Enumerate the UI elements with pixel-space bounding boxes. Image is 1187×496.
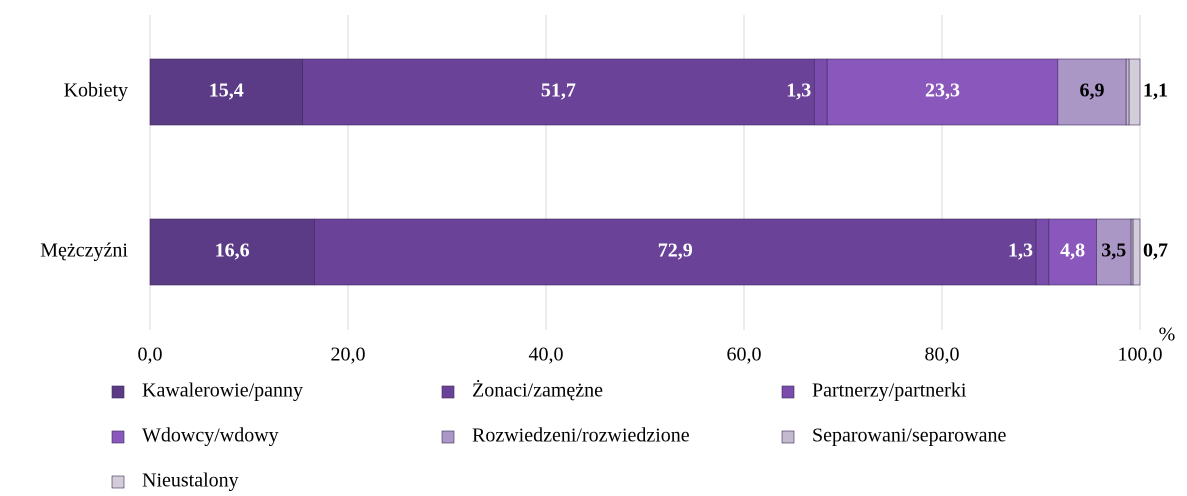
legend-swatch (441, 430, 455, 444)
bar-segment (149, 218, 315, 286)
x-tick-label: 100,0 (1118, 344, 1163, 366)
bar-segment (1128, 58, 1141, 126)
bar-segment (1132, 218, 1141, 286)
legend-swatch (781, 430, 795, 444)
legend-label: Separowani/separowane (812, 425, 1006, 447)
data-label: 72,9 (658, 240, 693, 262)
data-label: 15,4 (209, 80, 244, 102)
bar-segment (1057, 58, 1127, 126)
data-label: 16,6 (215, 240, 250, 262)
data-label: 0,7 (1143, 240, 1168, 262)
bar-segment (813, 58, 828, 126)
legend-label: Kawalerowie/panny (142, 380, 303, 402)
legend-swatch (441, 385, 455, 399)
x-unit: % (1159, 324, 1176, 346)
y-tick-label: Kobiety (64, 80, 128, 102)
legend-label: Nieustalony (142, 470, 239, 492)
y-tick-label: Mężczyźni (40, 240, 128, 262)
x-tick-label: 80,0 (925, 344, 960, 366)
x-tick-label: 60,0 (727, 344, 762, 366)
legend-swatch (111, 475, 125, 489)
x-tick-label: 40,0 (529, 344, 564, 366)
legend-label: Wdowcy/wdowy (142, 425, 279, 447)
bar-segment (314, 218, 1037, 286)
legend-label: Partnerzy/partnerki (812, 380, 967, 402)
bar-segment (1125, 58, 1130, 126)
bar-segment (1048, 218, 1097, 286)
data-label: 51,7 (541, 80, 576, 102)
legend-swatch (781, 385, 795, 399)
bar-segment (1035, 218, 1050, 286)
data-label: 6,9 (1079, 80, 1104, 102)
data-label: 1,3 (1008, 240, 1033, 262)
data-label: 1,3 (786, 80, 811, 102)
data-label: 1,1 (1143, 80, 1168, 102)
legend-swatch (111, 385, 125, 399)
x-tick-label: 20,0 (331, 344, 366, 366)
data-label: 3,5 (1101, 240, 1126, 262)
x-tick-label: 0,0 (138, 344, 163, 366)
data-label: 23,3 (925, 80, 960, 102)
legend-swatch (111, 430, 125, 444)
legend-label: Żonaci/zamężne (472, 379, 603, 402)
bar-segment (149, 58, 303, 126)
data-label: 4,8 (1060, 240, 1085, 262)
bar-segment (826, 58, 1059, 126)
legend-label: Rozwiedzeni/rozwiedzione (472, 425, 690, 447)
bar-segment (1096, 218, 1132, 286)
